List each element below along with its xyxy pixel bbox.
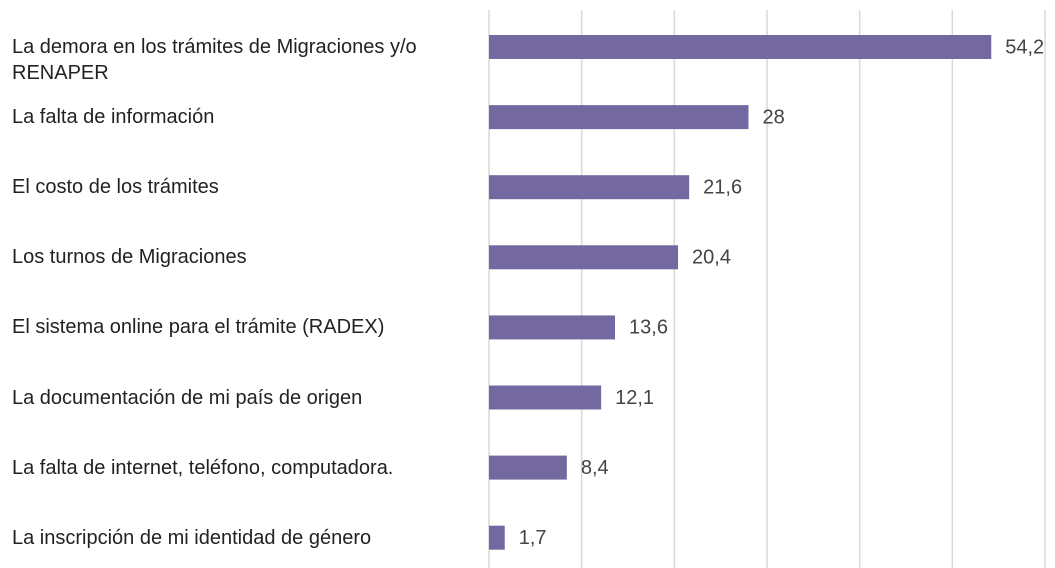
category-label: El costo de los trámites — [12, 176, 219, 199]
value-label: 21,6 — [703, 176, 742, 198]
category-label: La demora en los trámites de Migraciones… — [12, 36, 417, 84]
bar — [489, 455, 567, 480]
bar — [489, 35, 992, 59]
category-label: Los turnos de Migraciones — [12, 246, 247, 269]
value-label: 54,2 — [1005, 36, 1044, 58]
bar — [489, 315, 616, 340]
value-label: 8,4 — [581, 457, 609, 479]
value-label: 12,1 — [615, 387, 654, 409]
category-label: La inscripción de mi identidad de género — [12, 526, 372, 549]
category-label: La falta de internet, teléfono, computad… — [12, 456, 394, 479]
value-label: 13,6 — [629, 317, 668, 339]
value-label: 28 — [762, 106, 784, 128]
bar — [489, 385, 602, 410]
category-label: La falta de información — [12, 106, 215, 129]
bar — [489, 525, 505, 550]
value-label: 20,4 — [692, 247, 731, 269]
bar — [489, 105, 749, 130]
bar — [489, 175, 690, 200]
category-label: El sistema online para el trámite (RADEX… — [12, 316, 385, 339]
bar — [489, 245, 679, 270]
value-label: 1,7 — [519, 527, 547, 549]
category-label: La documentación de mi país de origen — [12, 386, 363, 409]
